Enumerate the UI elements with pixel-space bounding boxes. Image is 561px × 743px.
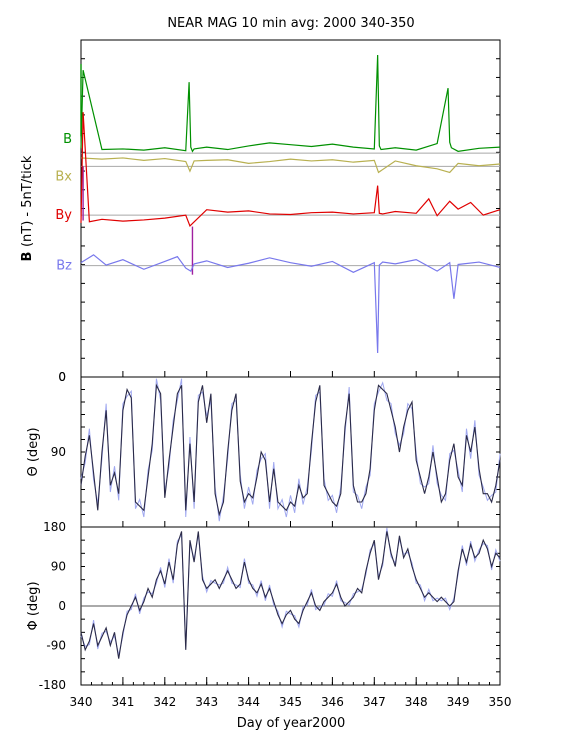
ylabel: Θ (deg) [26,427,41,476]
panel-b-components: B Bx By Bz 0 B (nT) - 5nT/tick [20,39,501,384]
series-line-b [80,55,501,153]
ytick-label: 0 [58,599,66,613]
ytick-label: -90 [46,639,66,653]
panel-b-ytick-label: 0 [58,370,66,384]
series-line-bx [80,157,501,174]
x-axis-label: Day of year2000 [237,716,346,731]
series-label-by: By [55,208,72,223]
panel-theta: 0 90 Θ (deg) [26,370,501,528]
panel-b-ylabel: B (nT) - 5nT/tick [20,155,35,261]
xtick-label: 345 [279,695,302,709]
series-line-0 [80,531,501,659]
xtick-label: 348 [405,695,428,709]
xtick-label: 347 [363,695,386,709]
panel-frame [80,376,501,528]
series-label-b: B [63,132,72,147]
xtick-label: 346 [321,695,344,709]
series-shadow-0 [80,527,501,656]
panel-b-frame [80,39,501,378]
xtick-label: 340 [70,695,93,709]
series-label-bx: Bx [55,169,72,184]
ytick-label: 0 [58,370,66,384]
xtick-label: 349 [447,695,470,709]
panel-b-ylabel-bold: B [20,247,35,261]
chart-title: NEAR MAG 10 min avg: 2000 340-350 [167,16,414,31]
xtick-label: 341 [111,695,134,709]
series-line-bz [80,254,501,353]
series-shadow-0 [80,378,501,522]
ytick-label: 180 [43,520,66,534]
ytick-label: -180 [39,678,66,692]
ylabel: Φ (deg) [26,581,41,630]
xtick-label: 344 [237,695,260,709]
panel-phi: -180 -90 0 90 180 Φ (deg) 340 341 342 343 344 345 34… [26,520,511,709]
ytick-label: 90 [51,445,66,459]
series-line-by [80,112,501,228]
panel-b-ylabel-text: (nT) - 5nT/tick [20,155,35,247]
ytick-label: 90 [51,560,66,574]
xtick-label: 350 [489,695,512,709]
series-label-bz: Bz [56,259,72,274]
series-line-0 [80,383,501,517]
xtick-label: 343 [195,695,218,709]
xtick-label: 342 [153,695,176,709]
